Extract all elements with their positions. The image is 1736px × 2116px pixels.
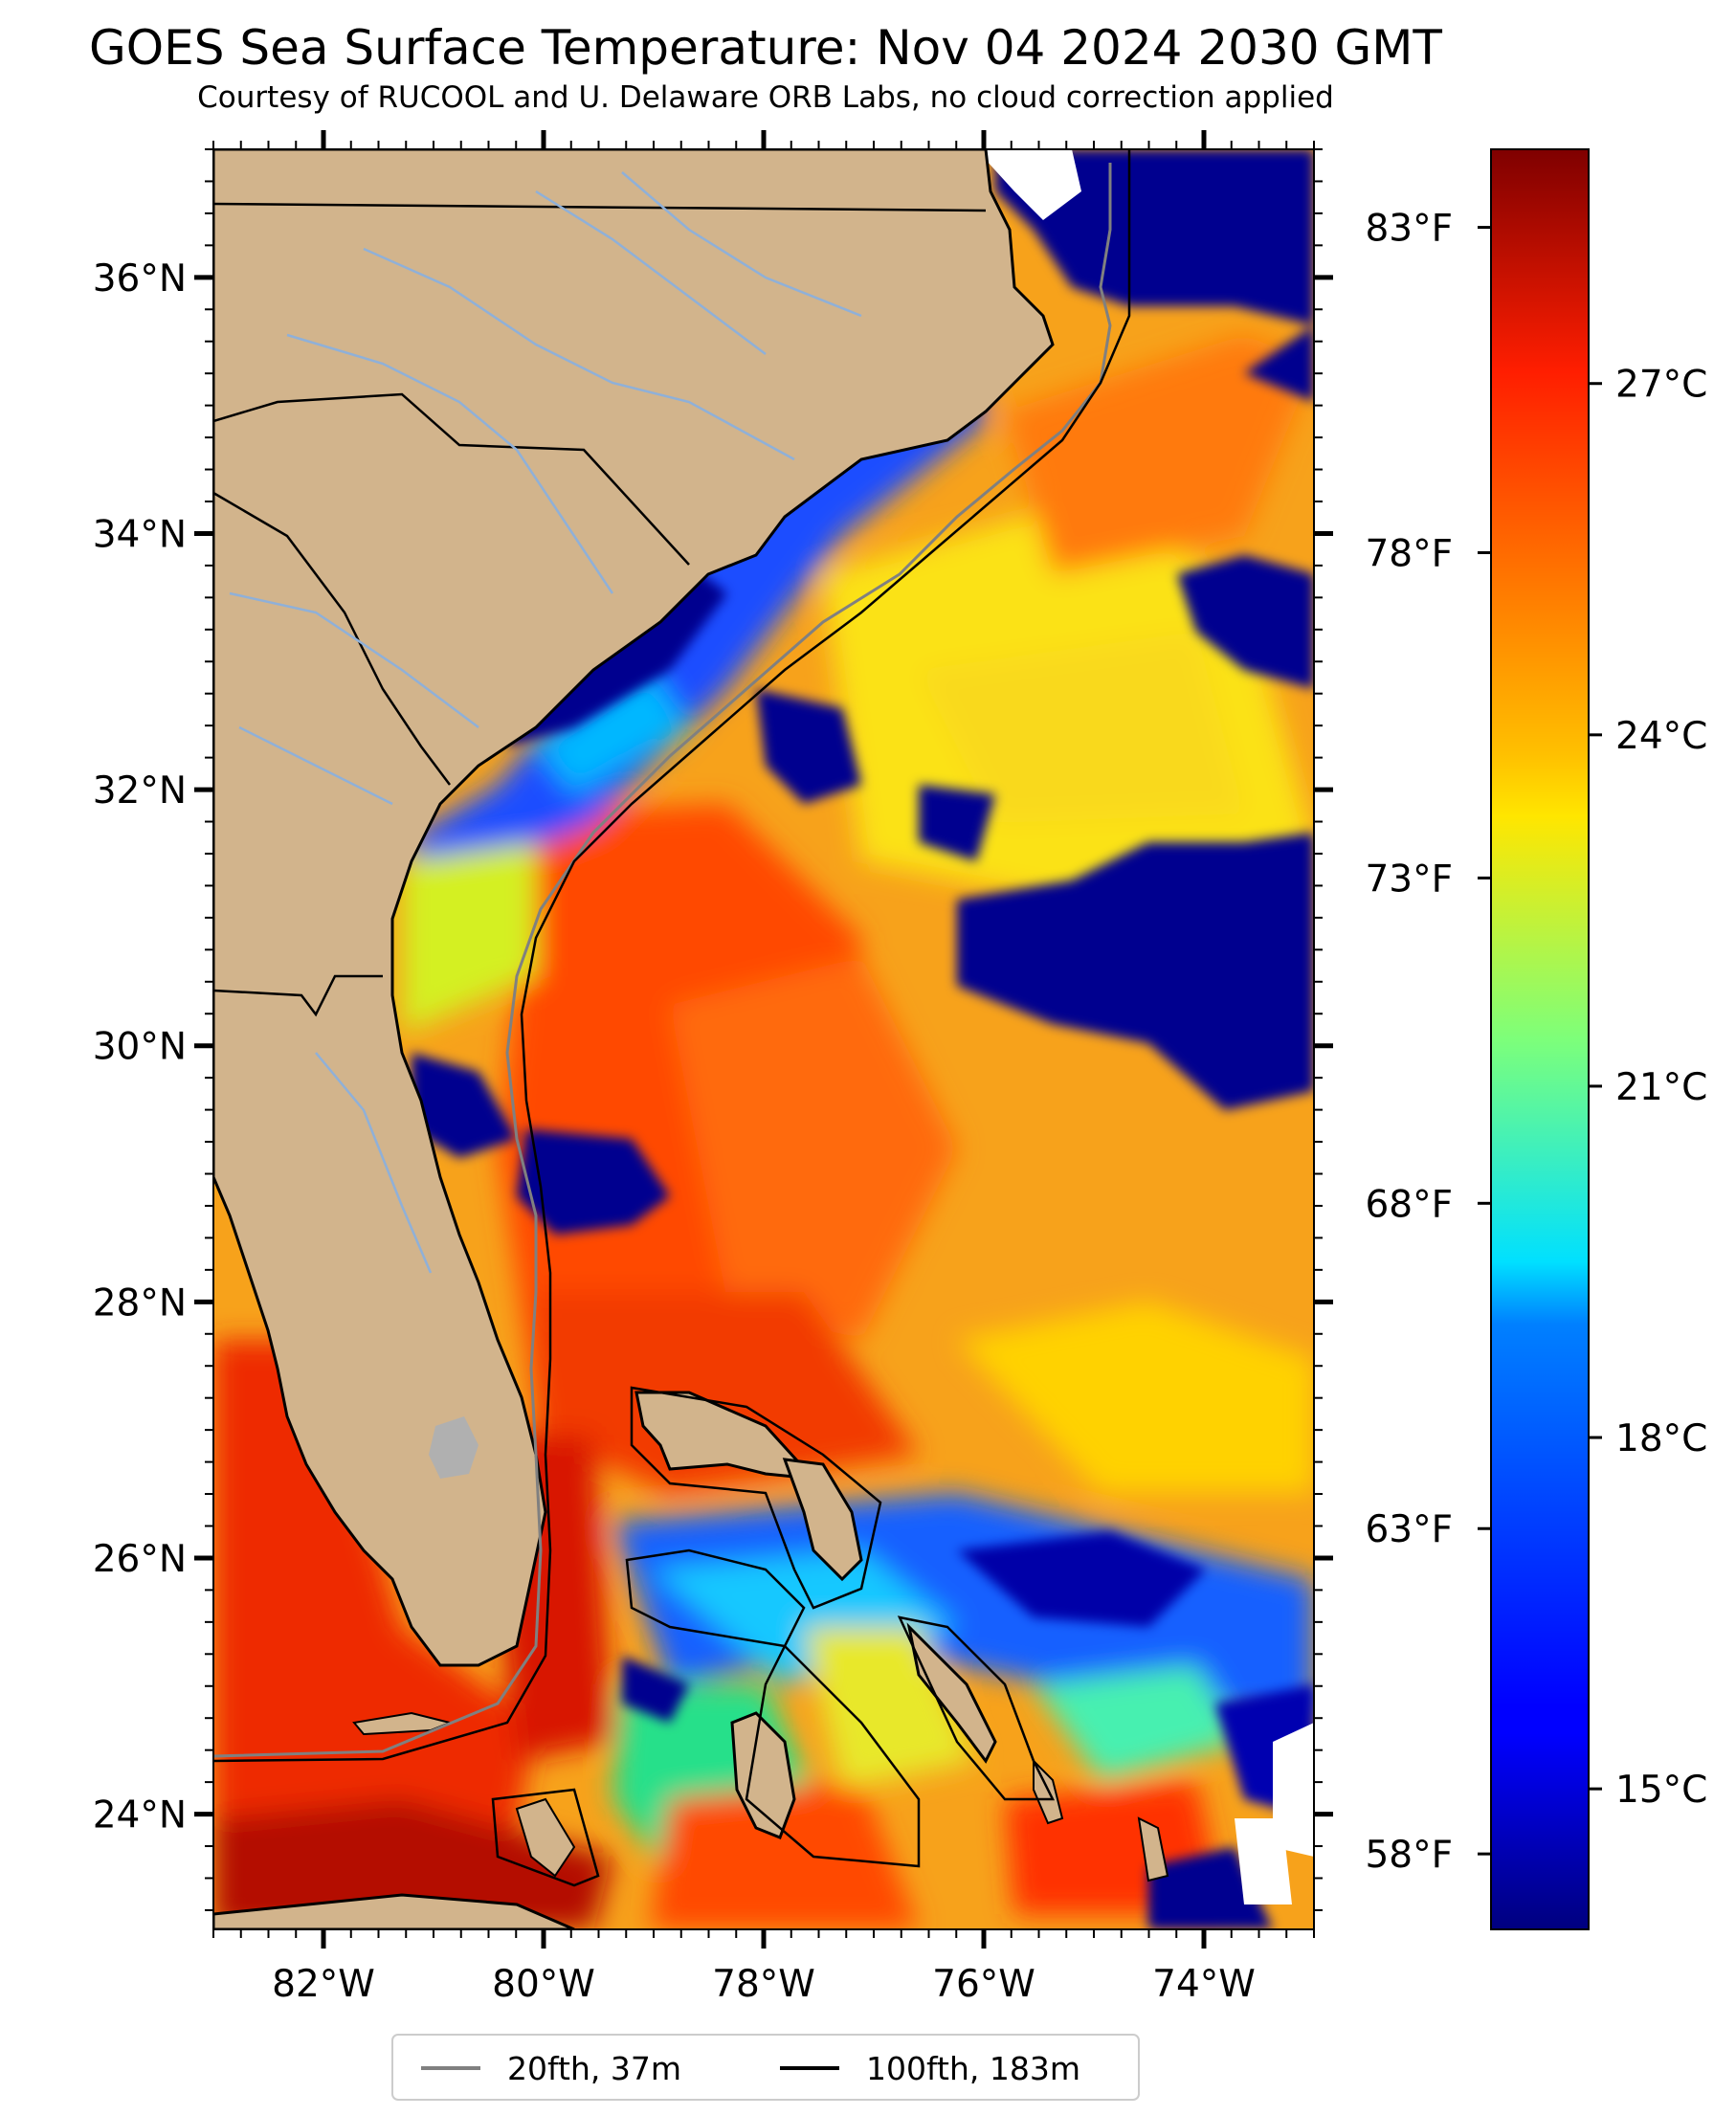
land-grand-bahama — [634, 1391, 817, 1481]
land — [213, 149, 1169, 1929]
lat-tick-label: 26°N — [93, 1538, 187, 1581]
rivers — [229, 171, 862, 1274]
lon-tick-label: 76°W — [932, 1963, 1035, 2006]
isobath-100fth-line — [213, 149, 1131, 1763]
map-axes: 24°N 26°N 28°N 30°N 32°N 34°N 36°N 82°W 80°W 78°W… — [93, 130, 1333, 2006]
lon-tick-label: 80°W — [492, 1963, 595, 2006]
sst-map — [213, 149, 1314, 1929]
legend-box — [391, 2034, 1140, 2101]
map-title: GOES Sea Surface Temperature: Nov 04 202… — [89, 20, 1442, 76]
colorbar-axes: 15°C 18°C 21°C 24°C 27°C 58°F 63°F 68°F 73°F 78°F… — [1365, 208, 1707, 1878]
lat-tick-label: 34°N — [93, 513, 187, 556]
land-abaco — [782, 1458, 863, 1582]
celsius-tick-label: 21°C — [1615, 1066, 1707, 1109]
lon-tick-label: 74°W — [1152, 1963, 1256, 2006]
fahrenheit-tick-label: 73°F — [1365, 858, 1453, 901]
fahrenheit-tick-label: 68°F — [1365, 1183, 1453, 1226]
state-borders — [213, 202, 987, 1017]
fahrenheit-tick-label: 83°F — [1365, 208, 1453, 251]
land-mainland — [213, 149, 1055, 1667]
celsius-tick-label: 15°C — [1615, 1769, 1707, 1812]
legend-label-100fth: 100fth, 183m — [866, 2050, 1080, 2087]
fahrenheit-tick-label: 63°F — [1365, 1508, 1453, 1551]
lon-tick-label: 82°W — [272, 1963, 375, 2006]
lon-tick-label: 78°W — [712, 1963, 815, 2006]
fahrenheit-tick-label: 78°F — [1365, 532, 1453, 575]
isobath-legend: 20fth, 37m 100fth, 183m — [391, 2034, 1140, 2101]
fahrenheit-tick-label: 58°F — [1365, 1834, 1453, 1877]
land-eleuthera — [906, 1622, 997, 1764]
lat-tick-label: 32°N — [93, 769, 187, 813]
colorbar — [1490, 148, 1590, 1930]
lat-tick-label: 36°N — [93, 257, 187, 301]
no-data-areas — [976, 149, 1314, 1904]
celsius-tick-label: 18°C — [1615, 1417, 1707, 1460]
lat-tick-label: 24°N — [93, 1794, 187, 1838]
land-cuba — [213, 1893, 575, 1929]
celsius-tick-label: 27°C — [1615, 364, 1707, 407]
map-subtitle: Courtesy of RUCOOL and U. Delaware ORB L… — [197, 80, 1334, 115]
lat-tick-label: 30°N — [93, 1026, 187, 1069]
lake-okeechobee — [429, 1416, 479, 1479]
legend-label-20fth: 20fth, 37m — [507, 2050, 681, 2087]
celsius-tick-label: 24°C — [1615, 715, 1707, 758]
lat-tick-label: 28°N — [93, 1281, 187, 1325]
